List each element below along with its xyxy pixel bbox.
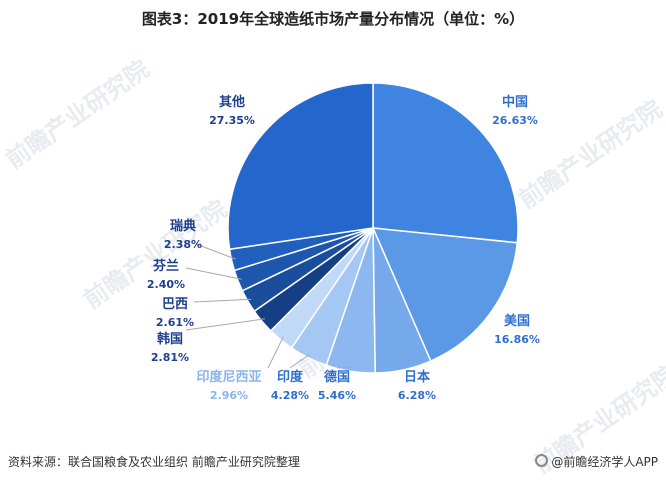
source-note: 资料来源：联合国粮食及农业组织 前瞻产业研究院整理 [8, 455, 300, 469]
leader-line [336, 366, 352, 369]
pie-slice [371, 227, 519, 362]
leader-line [185, 267, 242, 280]
slice-value-label: 5.46% [318, 389, 356, 402]
slice-value-label: 16.86% [494, 333, 540, 346]
pie-slice [372, 82, 519, 244]
brand-logo-icon [535, 454, 549, 467]
slice-value-label: 2.61% [156, 316, 194, 329]
slice-value-label: 26.63% [492, 114, 538, 127]
slice-value-label: 2.96% [210, 389, 248, 402]
slice-name-label: 其他 [219, 94, 245, 110]
footer: 资料来源：联合国粮食及农业组织 前瞻产业研究院整理 @前瞻经济学人APP [0, 450, 666, 474]
slice-value-label: 2.38% [164, 238, 202, 251]
leader-line [193, 298, 252, 303]
slice-value-label: 6.28% [398, 389, 436, 402]
slice-name-label: 韩国 [157, 331, 183, 347]
slice-name-label: 瑞典 [170, 218, 196, 234]
pie-slice [227, 82, 374, 251]
leader-line [267, 336, 284, 369]
slice-name-label: 印度 [277, 369, 304, 385]
leader-line [185, 318, 266, 331]
slice-name-label: 中国 [502, 94, 528, 110]
slice-value-label: 2.40% [147, 278, 185, 291]
slice-value-label: 4.28% [271, 389, 309, 402]
leader-line [195, 243, 236, 260]
leader-line [289, 353, 311, 369]
slice-value-label: 2.81% [151, 351, 189, 364]
slice-value-label: 27.35% [209, 114, 255, 127]
pie-slices [227, 82, 519, 374]
slice-name-label: 印度尼西亚 [196, 369, 261, 385]
slice-name-label: 德国 [324, 369, 350, 385]
slice-name-label: 美国 [504, 313, 530, 329]
slice-name-label: 巴西 [162, 297, 188, 312]
leader-lines [185, 243, 352, 369]
slice-name-label: 芬兰 [152, 258, 179, 274]
brand-label: @前瞻经济学人APP [551, 455, 658, 469]
slice-labels: 中国 26.63% 美国 16.86% 日本 6.28% 德国 5.46% 印度 4.28% 印度尼… [147, 94, 540, 402]
chart-title: 图表3：2019年全球造纸市场产量分布情况（单位：%） [141, 10, 525, 28]
slice-name-label: 日本 [404, 369, 430, 385]
brand-credit: @前瞻经济学人APP [535, 453, 658, 470]
